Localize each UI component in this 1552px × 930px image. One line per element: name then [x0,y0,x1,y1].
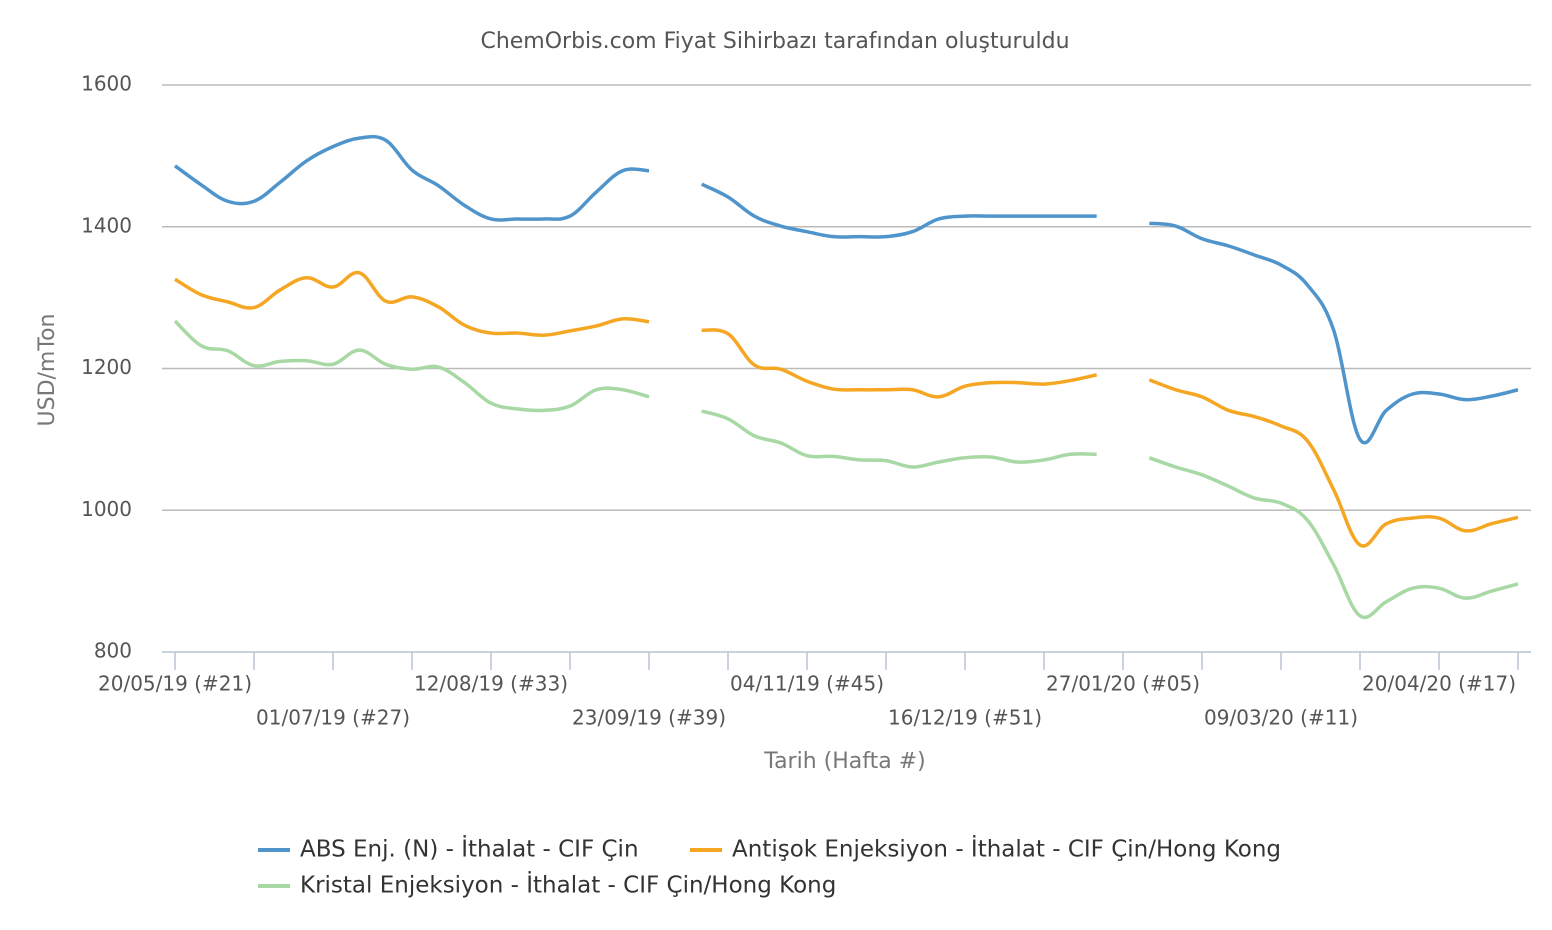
y-tick-label: 1600 [81,72,132,96]
legend-label: Kristal Enjeksiyon - İthalat - CIF Çin/H… [300,871,836,899]
legend-label: Antişok Enjeksiyon - İthalat - CIF Çin/H… [732,835,1281,863]
series-line [701,328,1098,399]
series-line [700,182,1097,239]
series-line [174,270,650,337]
x-axis-label: Tarih (Hafta #) [763,749,925,774]
series-line [701,409,1097,469]
series-line [173,134,650,222]
x-tick-label: 12/08/19 (#33) [414,672,568,696]
y-tick-label: 1000 [81,497,132,521]
chart-title: ChemOrbis.com Fiyat Sihirbazı tarafından… [480,29,1069,54]
y-tick-label: 800 [94,639,132,663]
x-tick-label: 23/09/19 (#39) [572,706,726,730]
series-line [1148,378,1519,548]
series-line [173,319,650,413]
legend-label: ABS Enj. (N) - İthalat - CIF Çin [300,835,639,863]
x-tick-label: 04/11/19 (#45) [730,672,884,696]
y-axis-label: USD/mTon [35,314,60,427]
x-tick-label: 16/12/19 (#51) [888,706,1042,730]
x-tick-label: 20/05/19 (#21) [98,672,252,696]
x-tick-label: 09/03/20 (#11) [1204,706,1358,730]
series-line [1148,456,1519,620]
x-tick-label: 27/01/20 (#05) [1046,672,1200,696]
x-tick-label: 01/07/19 (#27) [256,706,410,730]
y-tick-label: 1200 [81,355,132,379]
series-line [1149,221,1519,445]
y-tick-label: 1400 [81,213,132,237]
x-tick-label: 20/04/20 (#17) [1362,672,1516,696]
